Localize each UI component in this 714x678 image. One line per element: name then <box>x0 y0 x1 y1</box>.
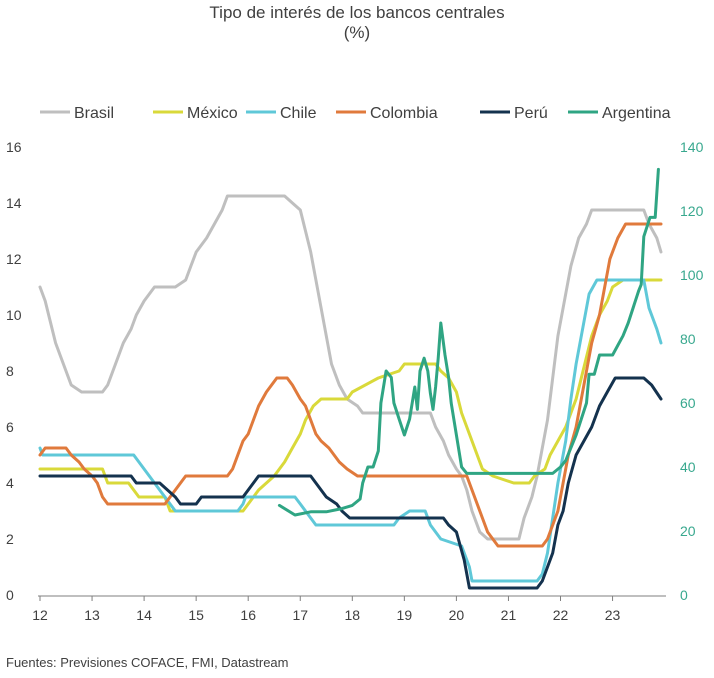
chart-title: Tipo de interés de los bancos centrales <box>209 3 505 22</box>
legend-label-brasil: Brasil <box>74 105 114 122</box>
y-right-tick-label: 120 <box>680 203 704 219</box>
x-tick-label: 19 <box>397 607 413 623</box>
y-right-tick-label: 20 <box>680 523 696 539</box>
x-tick-label: 18 <box>345 607 361 623</box>
y-right-tick-label: 100 <box>680 267 704 283</box>
y-left-tick-label: 16 <box>6 139 22 155</box>
y-right-tick-label: 40 <box>680 459 696 475</box>
y-right-tick-label: 0 <box>680 587 688 603</box>
series-line-peru <box>38 376 663 590</box>
x-tick-label: 17 <box>292 607 308 623</box>
legend-label-argentina: Argentina <box>602 105 671 122</box>
x-tick-label: 20 <box>449 607 465 623</box>
plot-lines <box>38 167 663 590</box>
y-left-tick-label: 8 <box>6 363 14 379</box>
y-left-tick-label: 12 <box>6 251 22 267</box>
right-axis: 0 20 40 60 80 100 120 140 <box>680 139 704 603</box>
y-right-tick-label: 80 <box>680 331 696 347</box>
y-left-tick-label: 6 <box>6 419 14 435</box>
legend-label-peru: Perú <box>514 105 548 122</box>
series-line-argentina <box>277 167 660 517</box>
y-left-tick-label: 10 <box>6 307 22 323</box>
chart-subtitle: (%) <box>343 23 371 42</box>
series-line-colombia <box>38 222 663 548</box>
source-note: Fuentes: Previsiones COFACE, FMI, Datast… <box>6 655 289 670</box>
series-line-mexico <box>38 278 663 513</box>
x-axis: 12 13 14 15 16 17 18 19 20 21 22 23 <box>32 595 666 623</box>
x-tick-label: 22 <box>553 607 569 623</box>
x-tick-label: 12 <box>32 607 48 623</box>
x-tick-label: 13 <box>84 607 100 623</box>
x-tick-label: 16 <box>240 607 256 623</box>
y-left-tick-label: 2 <box>6 531 14 547</box>
legend: Brasil México Chile Colombia Perú Argentina <box>40 105 671 122</box>
y-left-tick-label: 14 <box>6 195 22 211</box>
y-left-tick-label: 4 <box>6 475 14 491</box>
y-right-tick-label: 140 <box>680 139 704 155</box>
legend-label-colombia: Colombia <box>370 105 438 122</box>
y-right-tick-label: 60 <box>680 395 696 411</box>
x-tick-label: 23 <box>605 607 621 623</box>
series-line-chile <box>38 278 663 583</box>
series-line-brasil <box>38 194 663 541</box>
y-left-tick-label: 0 <box>6 587 14 603</box>
x-tick-label: 14 <box>136 607 152 623</box>
x-tick-label: 21 <box>501 607 517 623</box>
x-tick-label: 15 <box>188 607 204 623</box>
chart-area: Brasil México Chile Colombia Perú Argentina 0… <box>6 105 704 623</box>
legend-label-chile: Chile <box>280 105 317 122</box>
legend-label-mexico: México <box>187 105 238 122</box>
left-axis: 0 2 4 6 8 10 12 14 16 <box>6 139 22 603</box>
